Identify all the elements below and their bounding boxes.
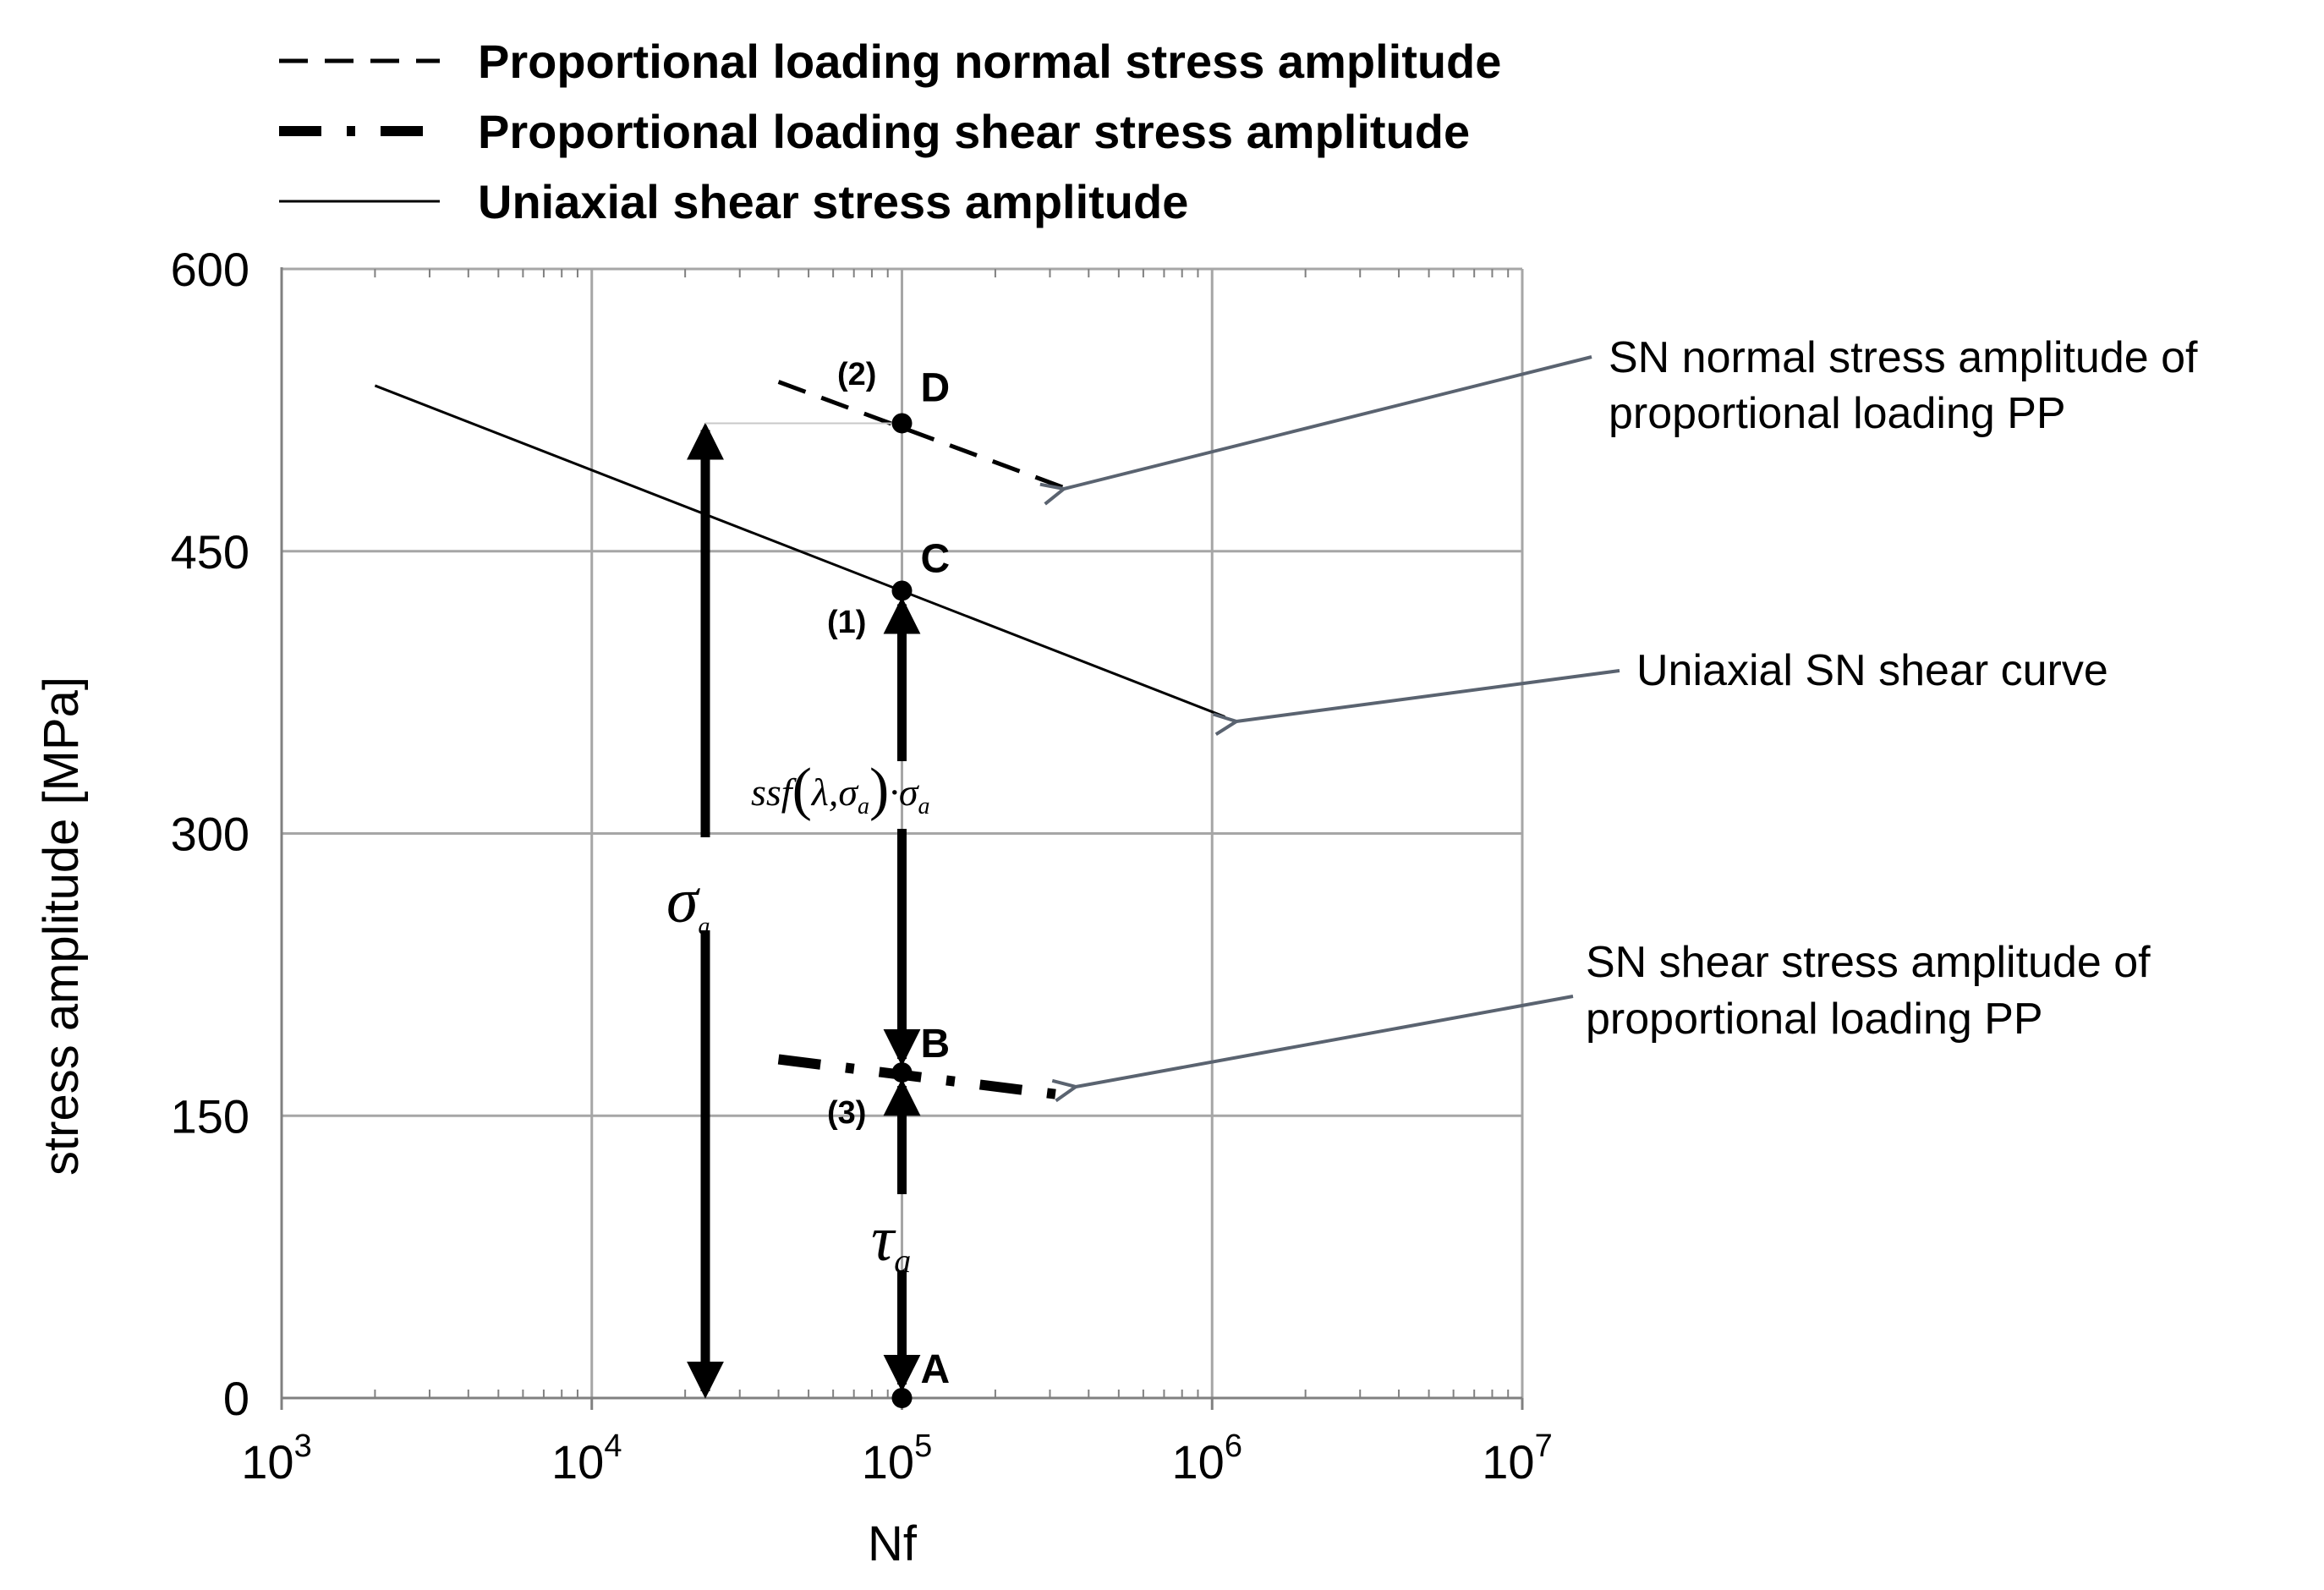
formula-ssf: ssf(λ,σa)·σa [751, 757, 930, 822]
y-tick-label: 300 [171, 808, 249, 861]
annotation-shear-pp: SN shear stress amplitude of proportiona… [1076, 938, 2151, 1087]
legend-entry-shear-stress[interactable]: Proportional loading shear stress amplit… [279, 105, 1470, 158]
point-d [891, 413, 913, 434]
grid [282, 267, 1524, 1398]
x-tick-label: 106 [1172, 1428, 1242, 1489]
point-a [891, 1388, 913, 1408]
axes: 0 150 300 450 600 103 104 105 106 107 [171, 243, 1553, 1489]
formula-tau-a: τa [871, 1203, 911, 1280]
data-points: A B C D [891, 365, 951, 1408]
y-tick-label: 450 [171, 525, 249, 578]
series-line-dash-dot-thick [777, 1054, 1064, 1100]
legend-entry-uniaxial[interactable]: Uniaxial shear stress amplitude [279, 175, 1188, 228]
stress-arrows [687, 422, 921, 1399]
legend-label-uniaxial: Uniaxial shear stress amplitude [478, 175, 1188, 228]
annotation-normal-line1: SN normal stress amplitude of [1609, 333, 2198, 382]
x-tick-label: 104 [551, 1428, 622, 1489]
legend-entry-normal-stress[interactable]: Proportional loading normal stress ampli… [279, 35, 1501, 88]
step-label-2: (2) [837, 357, 876, 392]
annotation-uniaxial-label: Uniaxial SN shear curve [1636, 646, 2108, 695]
legend-label-normal-stress: Proportional loading normal stress ampli… [478, 35, 1501, 88]
annotation-arrow-uniaxial [1236, 669, 1620, 721]
series-line-dashed [777, 380, 1064, 490]
y-tick-label: 150 [171, 1089, 249, 1143]
point-label-c: C [921, 536, 951, 581]
x-axis-title: Nf [868, 1516, 918, 1571]
annotation-shear-line1: SN shear stress amplitude of [1586, 938, 2151, 987]
point-label-a: A [921, 1347, 951, 1392]
point-c [891, 580, 913, 601]
annotation-arrow-shear [1076, 995, 1574, 1087]
annotation-arrow-normal [1064, 355, 1592, 489]
svg-text:τa: τa [871, 1203, 911, 1280]
legend: Proportional loading normal stress ampli… [279, 35, 1501, 228]
y-tick-label: 0 [223, 1372, 249, 1425]
x-tick-label: 107 [1482, 1428, 1552, 1489]
point-b [891, 1062, 913, 1083]
formula-sigma-a: σa [666, 865, 710, 940]
point-label-d: D [921, 365, 951, 410]
annotation-shear-line2: proportional loading PP [1586, 995, 2043, 1044]
svg-text:ssf(λ,σa)·σa: ssf(λ,σa)·σa [751, 757, 930, 822]
annotation-uniaxial: Uniaxial SN shear curve [1236, 646, 2108, 721]
annotation-normal-line2: proportional loading PP [1609, 389, 2066, 438]
x-tick-label: 105 [862, 1428, 932, 1489]
annotation-normal-pp: SN normal stress amplitude of proportion… [1064, 333, 2198, 489]
series [374, 380, 1225, 1100]
legend-label-shear-stress: Proportional loading shear stress amplit… [478, 105, 1470, 158]
step-label-1: (1) [827, 605, 866, 640]
svg-text:σa: σa [666, 865, 710, 940]
x-tick-label: 103 [241, 1428, 311, 1489]
y-axis-title: stress amplitude [MPa] [34, 677, 89, 1176]
y-tick-label: 600 [171, 243, 249, 296]
point-label-b: B [921, 1022, 951, 1066]
step-label-3: (3) [827, 1095, 866, 1131]
series-line-solid [374, 384, 1225, 718]
